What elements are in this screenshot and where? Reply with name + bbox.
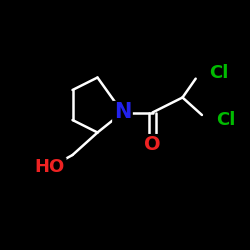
- Text: HO: HO: [35, 158, 65, 176]
- Text: N: N: [114, 102, 131, 122]
- Text: O: O: [144, 136, 161, 154]
- Text: Cl: Cl: [216, 111, 236, 129]
- Text: Cl: Cl: [209, 64, 228, 82]
